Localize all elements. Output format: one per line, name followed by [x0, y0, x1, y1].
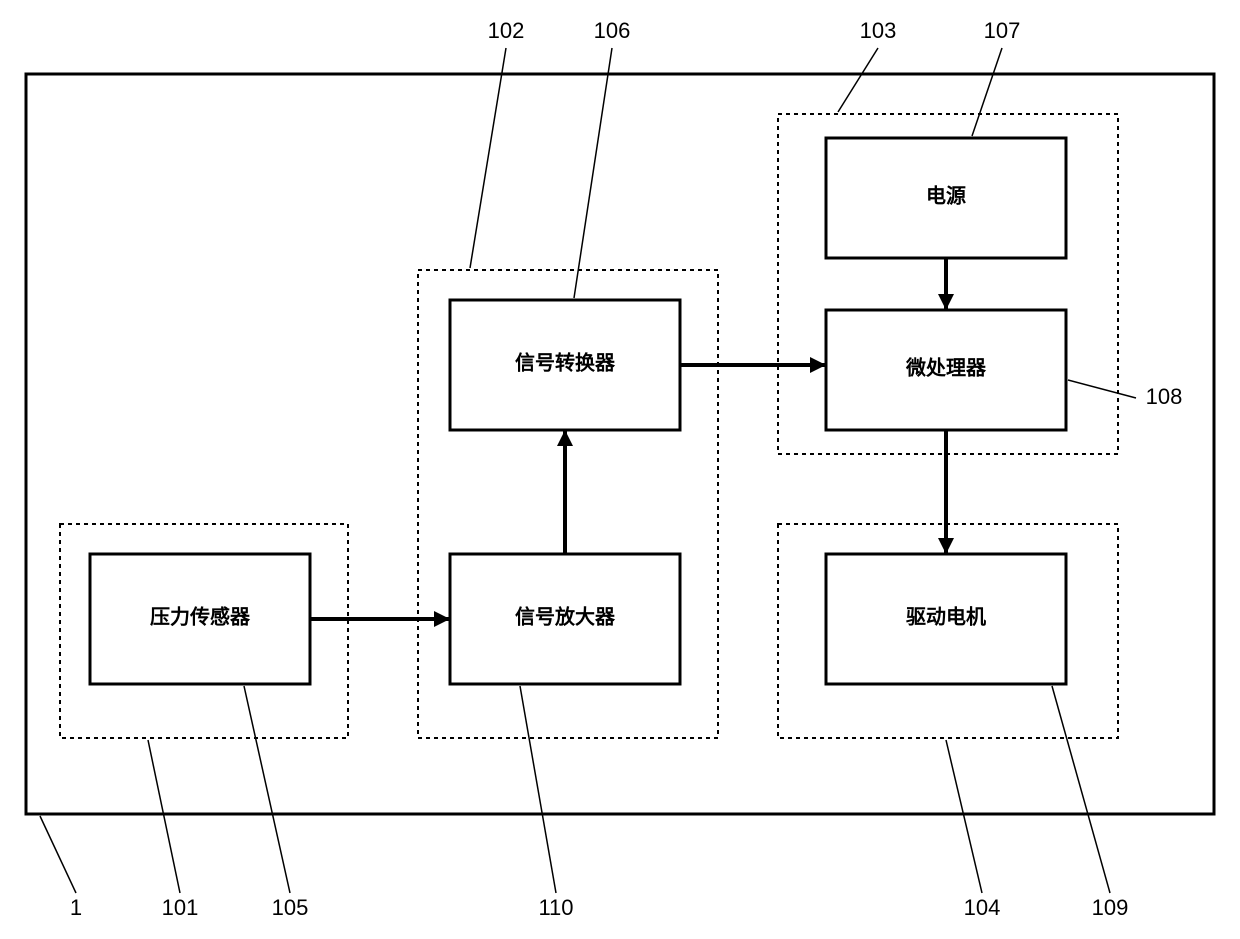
- ref-107: 107: [984, 18, 1021, 43]
- leader-110: [520, 686, 556, 893]
- leader-102: [470, 48, 506, 268]
- ref-1: 1: [70, 895, 82, 920]
- ref-110: 110: [538, 895, 573, 920]
- block-diagram: 压力传感器 信号放大器 信号转换器 电源微处理器驱动电机 1 101 105 110 104 10…: [0, 0, 1240, 939]
- ref-106: 106: [594, 18, 631, 43]
- block-label-b109: 驱动电机: [906, 605, 986, 629]
- block-label-b110: 信号放大器: [515, 605, 616, 629]
- leader-107: [972, 48, 1002, 136]
- leader-105: [244, 686, 290, 893]
- leader-101: [148, 740, 180, 893]
- leader-108: [1068, 380, 1136, 398]
- leader-103: [838, 48, 878, 112]
- ref-108: 108: [1146, 384, 1183, 409]
- block-label-b107: 电源: [926, 185, 966, 208]
- block-label-b108: 微处理器: [905, 356, 987, 380]
- block-label-b105: 压力传感器: [150, 605, 251, 629]
- ref-109: 109: [1092, 895, 1129, 920]
- ref-101: 101: [162, 895, 199, 920]
- ref-103: 103: [860, 18, 897, 43]
- leader-104: [946, 740, 982, 893]
- ref-105: 105: [272, 895, 309, 920]
- ref-104: 104: [964, 895, 1001, 920]
- leader-109: [1052, 686, 1110, 893]
- block-label-b106: 信号转换器: [515, 351, 616, 375]
- leader-1: [40, 816, 76, 893]
- ref-102: 102: [488, 18, 525, 43]
- leader-106: [574, 48, 612, 298]
